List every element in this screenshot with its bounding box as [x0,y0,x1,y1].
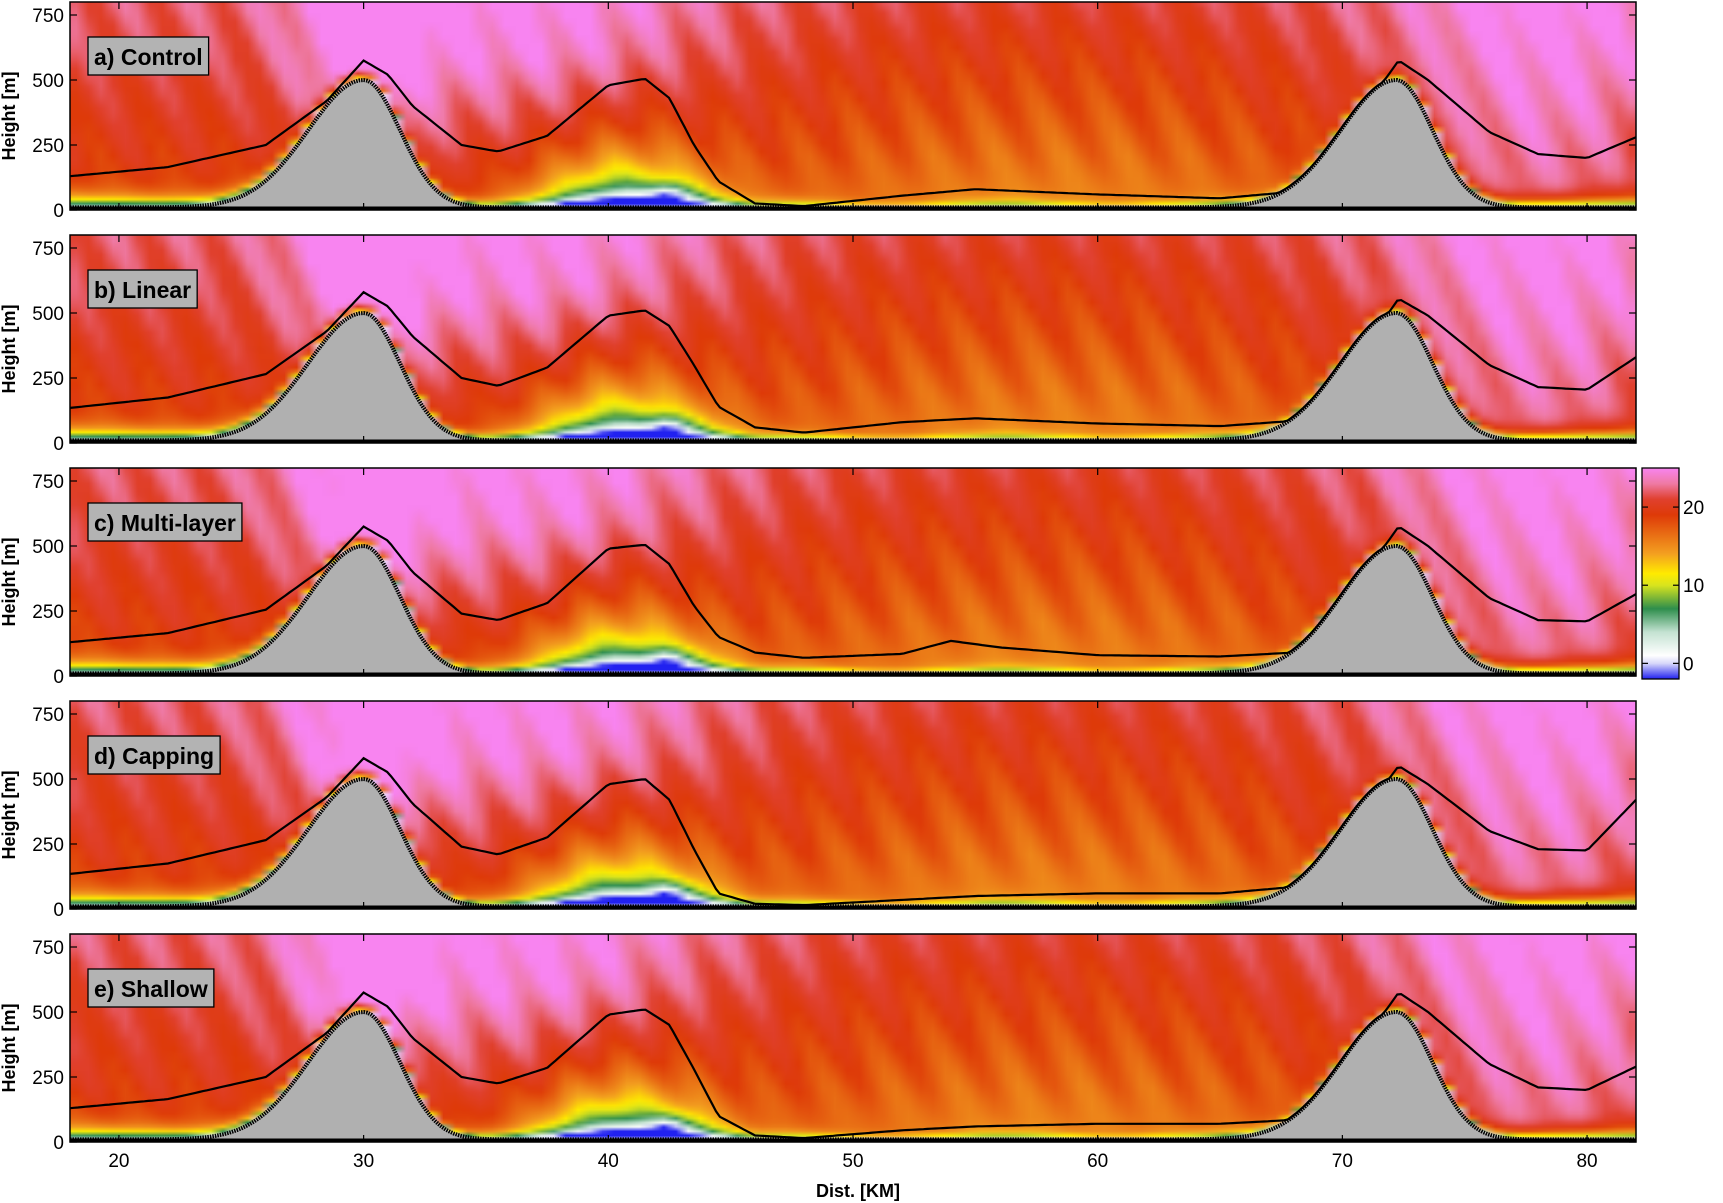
x-tick-label: 50 [842,1151,863,1172]
panel-label: e) Shallow [87,968,215,1008]
y-tick-label: 250 [32,602,64,623]
y-tick-label: 750 [32,6,64,27]
boundary-layer-line [70,525,1636,659]
panel-label-text: c) Multi-layer [94,510,236,536]
y-tick-label: 500 [32,537,64,558]
y-tick-label: 500 [32,1003,64,1024]
terrain [70,1012,1636,1142]
colorbar: 0 10 20 [1641,467,1704,680]
y-tick-label: 250 [32,1068,64,1089]
y-tick-label: 0 [53,900,64,921]
terrain [70,313,1636,443]
panel-label-box [87,269,198,309]
x-tick-label: 30 [353,1151,374,1172]
x-tick-label: 80 [1576,1151,1597,1172]
boundary-layer-line [70,290,1636,434]
panel-label-box [87,36,210,76]
y-tick-label: 500 [32,304,64,325]
y-tick-label: 500 [32,770,64,791]
panel-label-box [87,968,215,1008]
y-tick-label: 0 [53,1133,64,1154]
y-axis-title: Height [m] [0,72,19,161]
panel-4: 0 250 500 750 Height [m] e) Shallow [0,933,1637,1154]
panel-label-text: a) Control [94,44,203,70]
colorbar-tick-label: 0 [1683,654,1694,675]
x-tick-label: 40 [598,1151,619,1172]
y-axis-title: Height [m] [0,538,19,627]
panel-label: c) Multi-layer [87,502,243,542]
y-tick-label: 250 [32,369,64,390]
y-tick-label: 250 [32,136,64,157]
terrain [70,546,1636,676]
x-tick-label: 60 [1087,1151,1108,1172]
panel-label: d) Capping [87,735,221,775]
x-axis-title: Dist. [KM] [816,1181,900,1201]
y-axis-title: Height [m] [0,771,19,860]
terrain [70,80,1636,210]
panel-label-box [87,502,243,542]
panel-label-text: b) Linear [94,277,191,303]
panel-label-text: e) Shallow [94,976,208,1002]
panel-label: b) Linear [87,269,198,309]
y-tick-label: 250 [32,835,64,856]
y-tick-label: 0 [53,434,64,455]
x-tick-label: 70 [1332,1151,1353,1172]
panel-3: 0 250 500 750 Height [m] d) Capping [0,700,1637,921]
terrain [70,779,1636,909]
y-tick-label: 750 [32,472,64,493]
y-axis-title: Height [m] [0,305,19,394]
panel-0: 0 250 500 750 Height [m] a) Control [0,1,1637,222]
boundary-layer-line [70,59,1636,208]
y-tick-label: 750 [32,705,64,726]
colorbar-tick-label: 20 [1683,498,1704,519]
panel-1: 0 250 500 750 Height [m] b) Linear [0,234,1637,455]
boundary-layer-line [70,991,1636,1140]
y-axis-title: Height [m] [0,1004,19,1093]
panel-2: 0 250 500 750 Height [m] c) Multi-layer [0,467,1637,688]
panel-label: a) Control [87,36,210,76]
colorbar-tick-label: 10 [1683,576,1704,597]
y-tick-label: 750 [32,938,64,959]
x-axis: 20 30 40 50 60 70 80 [108,1151,1597,1172]
x-tick-label: 20 [108,1151,129,1172]
y-tick-label: 0 [53,667,64,688]
y-tick-label: 0 [53,201,64,222]
y-tick-label: 500 [32,71,64,92]
y-tick-label: 750 [32,239,64,260]
colorbar-gradient [1641,467,1680,680]
panel-label-box [87,735,221,775]
panel-label-text: d) Capping [94,743,214,769]
panels-layer: 0 250 500 750 Height [m] a) Control 0 250 500 750… [0,1,1637,1154]
